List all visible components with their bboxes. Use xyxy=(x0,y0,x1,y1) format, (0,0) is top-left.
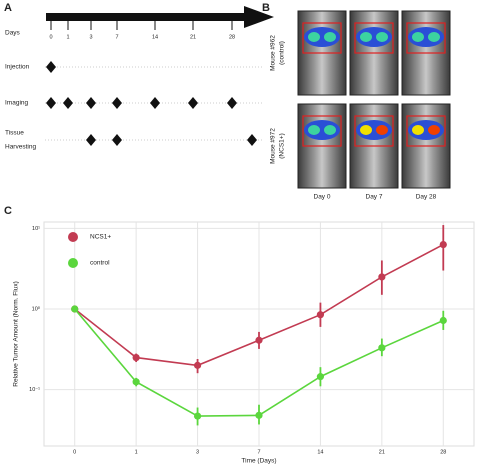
day-label: 0 xyxy=(49,34,52,40)
panel-label: C xyxy=(4,205,12,217)
y-axis-label: Relative Tumor Amount (Norm. Flux) xyxy=(13,281,20,386)
mouse-label: (control) xyxy=(279,41,286,65)
timeline-arrow xyxy=(46,13,246,21)
y-tick-label: 10¹ xyxy=(32,226,40,232)
signal xyxy=(304,27,340,47)
mouse-row-label: Mouse #962 (control) xyxy=(270,35,286,71)
y-tick-label: 10⁻¹ xyxy=(29,387,40,393)
day-label: 21 xyxy=(190,34,196,40)
day-label: Day 0 xyxy=(314,194,331,201)
roi xyxy=(354,22,394,54)
panel-label: A xyxy=(4,2,12,14)
x-tick-label: 21 xyxy=(379,449,385,455)
point xyxy=(316,373,325,381)
signal xyxy=(360,32,372,42)
legend-marker xyxy=(68,232,78,242)
point xyxy=(439,316,447,325)
day-label: 3 xyxy=(89,34,92,40)
signal xyxy=(304,120,340,140)
signal xyxy=(428,32,440,42)
row-label: Imaging xyxy=(5,100,29,107)
signal xyxy=(356,120,392,140)
signal xyxy=(308,32,320,42)
signal xyxy=(360,125,372,135)
day-label: Day 7 xyxy=(366,194,383,201)
point xyxy=(255,411,263,419)
row-label: Tissue xyxy=(5,130,24,137)
signal xyxy=(308,125,320,135)
x-axis-label: Time (Days) xyxy=(241,458,276,465)
signal xyxy=(376,32,388,42)
panel-label: B xyxy=(262,2,270,14)
legend-label: control xyxy=(90,260,110,267)
point xyxy=(378,273,386,281)
row-label: Harvesting xyxy=(5,144,36,151)
mouse-label: Mouse #962 xyxy=(270,35,277,71)
signal xyxy=(408,120,444,140)
point xyxy=(378,344,386,352)
signal xyxy=(376,125,388,135)
legend-marker xyxy=(68,258,78,268)
mouse-row-label: Mouse #972 (NCS1+) xyxy=(270,128,286,164)
signal xyxy=(412,32,424,42)
day-label: 7 xyxy=(115,34,118,40)
point xyxy=(255,336,263,344)
axis-label: Days xyxy=(5,30,21,37)
signal xyxy=(412,125,424,135)
point xyxy=(132,353,140,362)
roi xyxy=(406,22,446,54)
roi xyxy=(302,22,342,54)
roi xyxy=(302,115,342,147)
signal xyxy=(324,125,336,135)
timeline-arrowhead xyxy=(244,6,274,28)
day-label: 14 xyxy=(152,34,158,40)
row-label: Injection xyxy=(5,64,30,71)
x-tick-label: 7 xyxy=(257,449,260,455)
roi xyxy=(354,115,394,147)
signal xyxy=(408,27,444,47)
point xyxy=(439,240,447,249)
legend-label: NCS1+ xyxy=(90,234,111,241)
day-label: 1 xyxy=(66,34,69,40)
signal xyxy=(356,27,392,47)
signal xyxy=(428,125,440,135)
point xyxy=(132,378,140,386)
mouse-label: Mouse #972 xyxy=(270,128,277,164)
event-diamonds xyxy=(46,61,257,146)
x-tick-label: 1 xyxy=(135,449,138,455)
x-tick-label: 0 xyxy=(73,449,76,455)
point xyxy=(193,412,202,420)
day-label: Day 28 xyxy=(416,194,437,201)
point xyxy=(193,361,202,369)
x-tick-label: 14 xyxy=(317,449,323,455)
point xyxy=(71,305,79,313)
point xyxy=(316,311,325,319)
x-tick-label: 28 xyxy=(440,449,446,455)
roi xyxy=(406,115,446,147)
y-tick-label: 10⁰ xyxy=(32,305,41,312)
mouse-label: (NCS1+) xyxy=(279,133,286,158)
day-label: 28 xyxy=(229,34,235,40)
signal xyxy=(324,32,336,42)
x-tick-label: 3 xyxy=(196,449,199,455)
